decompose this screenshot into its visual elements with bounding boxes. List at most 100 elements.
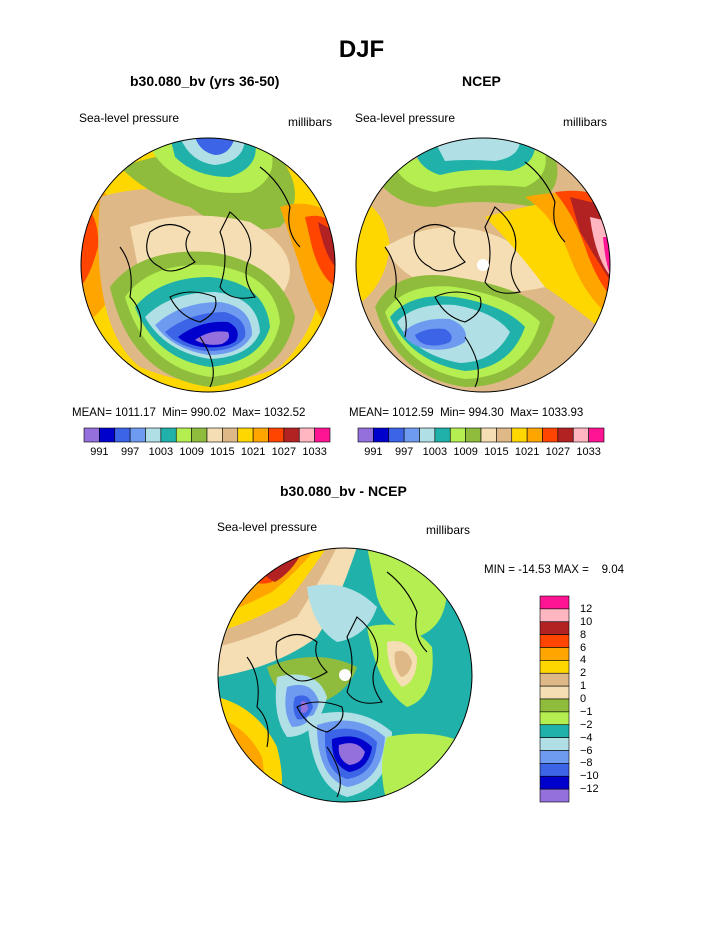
panel2-colorbar-label: 1033 (576, 446, 601, 458)
panel2-colorbar-label: 997 (394, 446, 414, 458)
panel3-colorbar-label: −6 (580, 744, 593, 757)
panel1-colorbar-cell (114, 427, 131, 443)
panel3-colorbar-label: −10 (580, 770, 599, 783)
p1-purple-low (195, 331, 230, 345)
p1-blue-north (195, 138, 235, 155)
panel2-colorbar-cell (373, 427, 390, 443)
p1-map-border (80, 137, 336, 393)
panel1-colorbar-cell (145, 427, 162, 443)
p2-map-border (355, 137, 611, 393)
panel1-colorbar-label: 997 (120, 446, 140, 458)
panel3-colorbar-labels: 12 10 8 6 4 2 1 0 −1 −2 −4 −6 −8 −10 −12 (540, 596, 600, 802)
panel3-colorbar-label: −4 (580, 731, 593, 744)
panel2-map (355, 137, 611, 393)
panel1-colorbar-cell (283, 427, 300, 443)
panel2-colorbar-cell (542, 427, 559, 443)
panel2-colorbar-cell (588, 427, 605, 443)
panel3-colorbar-label: 10 (580, 615, 593, 628)
panel1-colorbar-cell (252, 427, 269, 443)
panel1-colorbar-cell (314, 427, 331, 443)
panel1-colorbar-cell (175, 427, 192, 443)
panel2-colorbar-label: 1027 (545, 446, 571, 458)
panel2-title: NCEP (462, 73, 501, 89)
panel2-colorbar-cell (403, 427, 420, 443)
panel1-colorbar-labels: 991 997 1003 1009 1015 1021 1027 1033 (84, 446, 330, 460)
panel2-colorbar-cell (526, 427, 543, 443)
panel1-colorbar-cell (83, 427, 100, 443)
panel1-units-label: millibars (288, 115, 333, 129)
panel2-colorbar-cell (572, 427, 589, 443)
panel2-colorbar-label: 1021 (514, 446, 540, 458)
panel2-colorbar-label: 1003 (422, 446, 448, 458)
panel1-stats: MEAN= 1011.17 Min= 990.02 Max= 1032.52 (72, 407, 306, 419)
panel3-colorbar-label: 0 (580, 693, 587, 705)
p3-pole-marker (339, 669, 351, 681)
p3-lightgreen-south (382, 733, 472, 802)
p2-yellow-west (356, 197, 390, 307)
panel3-colorbar-label: 2 (580, 667, 587, 680)
panel2-units-label: millibars (563, 115, 608, 129)
panel1-colorbar-cell (237, 427, 254, 443)
panel1-colorbar-cell (298, 427, 315, 443)
panel2-colorbar-cell (480, 427, 497, 443)
panel2-colorbar-cell (496, 427, 513, 443)
panel2-colorbar-cell (419, 427, 436, 443)
panel1-colorbar-cell (160, 427, 177, 443)
p2-blue-low (415, 328, 452, 346)
panel3-stats: MIN = -14.53 MAX = 9.04 (484, 564, 624, 576)
panel1-colorbar-label: 1009 (179, 446, 204, 458)
panel3-colorbar-label: 6 (580, 641, 587, 654)
panel1-colorbar-label: 991 (90, 446, 109, 458)
p2-pole-marker (477, 259, 489, 271)
panel2-variable-label: Sea-level pressure (355, 111, 456, 125)
panel1-title: b30.080_bv (yrs 36-50) (130, 73, 280, 89)
panel2-colorbar-label: 1009 (453, 446, 478, 458)
page-title: DJF (338, 36, 385, 63)
panel2-colorbar-cell (357, 427, 374, 443)
panel2-colorbar-label: 991 (364, 446, 383, 458)
panel1-colorbar-cell (222, 427, 239, 443)
p3-lightgreen-north (367, 548, 447, 637)
p2-lightblue-north (435, 138, 520, 161)
p3-tan-east (394, 650, 412, 677)
panel2-colorbar-labels: 991 997 1003 1009 1015 1021 1027 1033 (358, 446, 604, 460)
panel1-variable-label: Sea-level pressure (79, 111, 180, 125)
panel1-colorbar-cell (99, 427, 116, 443)
p3-lightblue-north (307, 584, 377, 642)
panel1-colorbar-label: 1015 (210, 446, 235, 458)
p3-map-border (217, 547, 473, 803)
panel3-colorbar-label: 4 (580, 654, 587, 667)
p3-coastlines (246, 571, 428, 798)
panel2-colorbar-cell (511, 427, 528, 443)
panel3-title: b30.080_bv - NCEP (280, 483, 407, 499)
panel2-colorbar-cell (449, 427, 466, 443)
panel3-colorbar-label: −8 (580, 757, 593, 770)
panel1-colorbar-label: 1033 (302, 446, 327, 458)
panel3-colorbar-label: −2 (580, 718, 593, 731)
panel3-colorbar-label: 12 (580, 602, 593, 615)
panel1-map (80, 137, 336, 393)
panel3-units-label: millibars (426, 523, 471, 537)
panel1-colorbar (83, 427, 331, 443)
panel2-colorbar-label: 1015 (484, 446, 509, 458)
panel3-colorbar-label: −12 (580, 783, 599, 796)
p3-purple-low2 (338, 743, 365, 765)
p2-coastlines (384, 161, 566, 388)
panel2-stats: MEAN= 1012.59 Min= 994.30 Max= 1033.93 (349, 407, 584, 419)
panel1-colorbar-cell (129, 427, 146, 443)
panel2-colorbar-cell (388, 427, 405, 443)
panel3-map (217, 547, 473, 803)
panel3-colorbar-cell (539, 788, 570, 803)
panel1-colorbar-label: 1021 (240, 446, 266, 458)
panel2-colorbar-cell (465, 427, 482, 443)
panel3-colorbar (539, 595, 570, 803)
panel3-colorbar-label: 1 (580, 680, 587, 693)
panel3-colorbar-label: 8 (580, 628, 587, 641)
panel1-colorbar-cell (191, 427, 208, 443)
panel3-colorbar-label: −1 (580, 705, 593, 718)
panel1-colorbar-cell (206, 427, 223, 443)
panel2-colorbar-cell (557, 427, 574, 443)
p1-coastlines (119, 166, 301, 388)
panel2-colorbar (357, 427, 605, 443)
panel2-colorbar-cell (434, 427, 451, 443)
